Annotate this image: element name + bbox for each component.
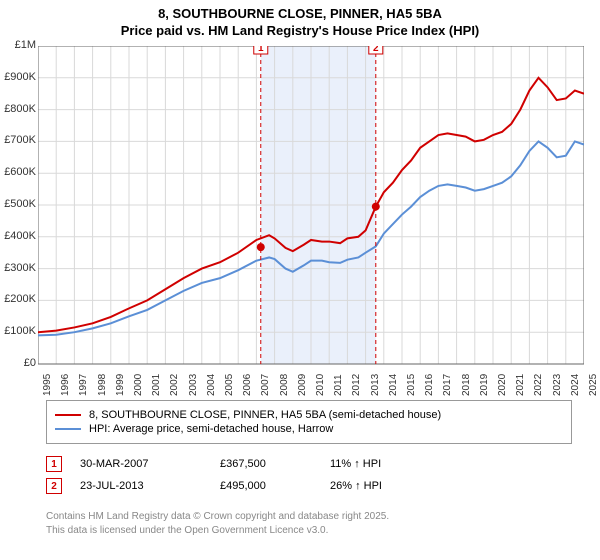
marker-rows: 1 30-MAR-2007 £367,500 11% ↑ HPI 2 23-JU… (46, 450, 554, 500)
marker-badge-2: 2 (46, 478, 62, 494)
marker-date-2: 23-JUL-2013 (80, 480, 220, 492)
legend: 8, SOUTHBOURNE CLOSE, PINNER, HA5 5BA (s… (46, 400, 572, 444)
footer-attribution: Contains HM Land Registry data © Crown c… (46, 510, 554, 537)
chart-svg: 12 (38, 46, 584, 396)
marker-delta-1: 11% ↑ HPI (330, 458, 381, 470)
svg-text:2: 2 (373, 46, 379, 54)
legend-label-2: HPI: Average price, semi-detached house,… (89, 423, 333, 435)
marker-date-1: 30-MAR-2007 (80, 458, 220, 470)
marker-badge-1: 1 (46, 456, 62, 472)
chart-plot-area: 12 (38, 46, 584, 396)
marker-price-1: £367,500 (220, 458, 330, 470)
legend-label-1: 8, SOUTHBOURNE CLOSE, PINNER, HA5 5BA (s… (89, 409, 441, 421)
svg-text:1: 1 (258, 46, 264, 54)
chart-title-line2: Price paid vs. HM Land Registry's House … (0, 23, 600, 40)
chart-title-line1: 8, SOUTHBOURNE CLOSE, PINNER, HA5 5BA (0, 6, 600, 23)
legend-swatch-1 (55, 414, 81, 416)
legend-swatch-2 (55, 428, 81, 430)
marker-delta-2: 26% ↑ HPI (330, 480, 382, 492)
marker-price-2: £495,000 (220, 480, 330, 492)
